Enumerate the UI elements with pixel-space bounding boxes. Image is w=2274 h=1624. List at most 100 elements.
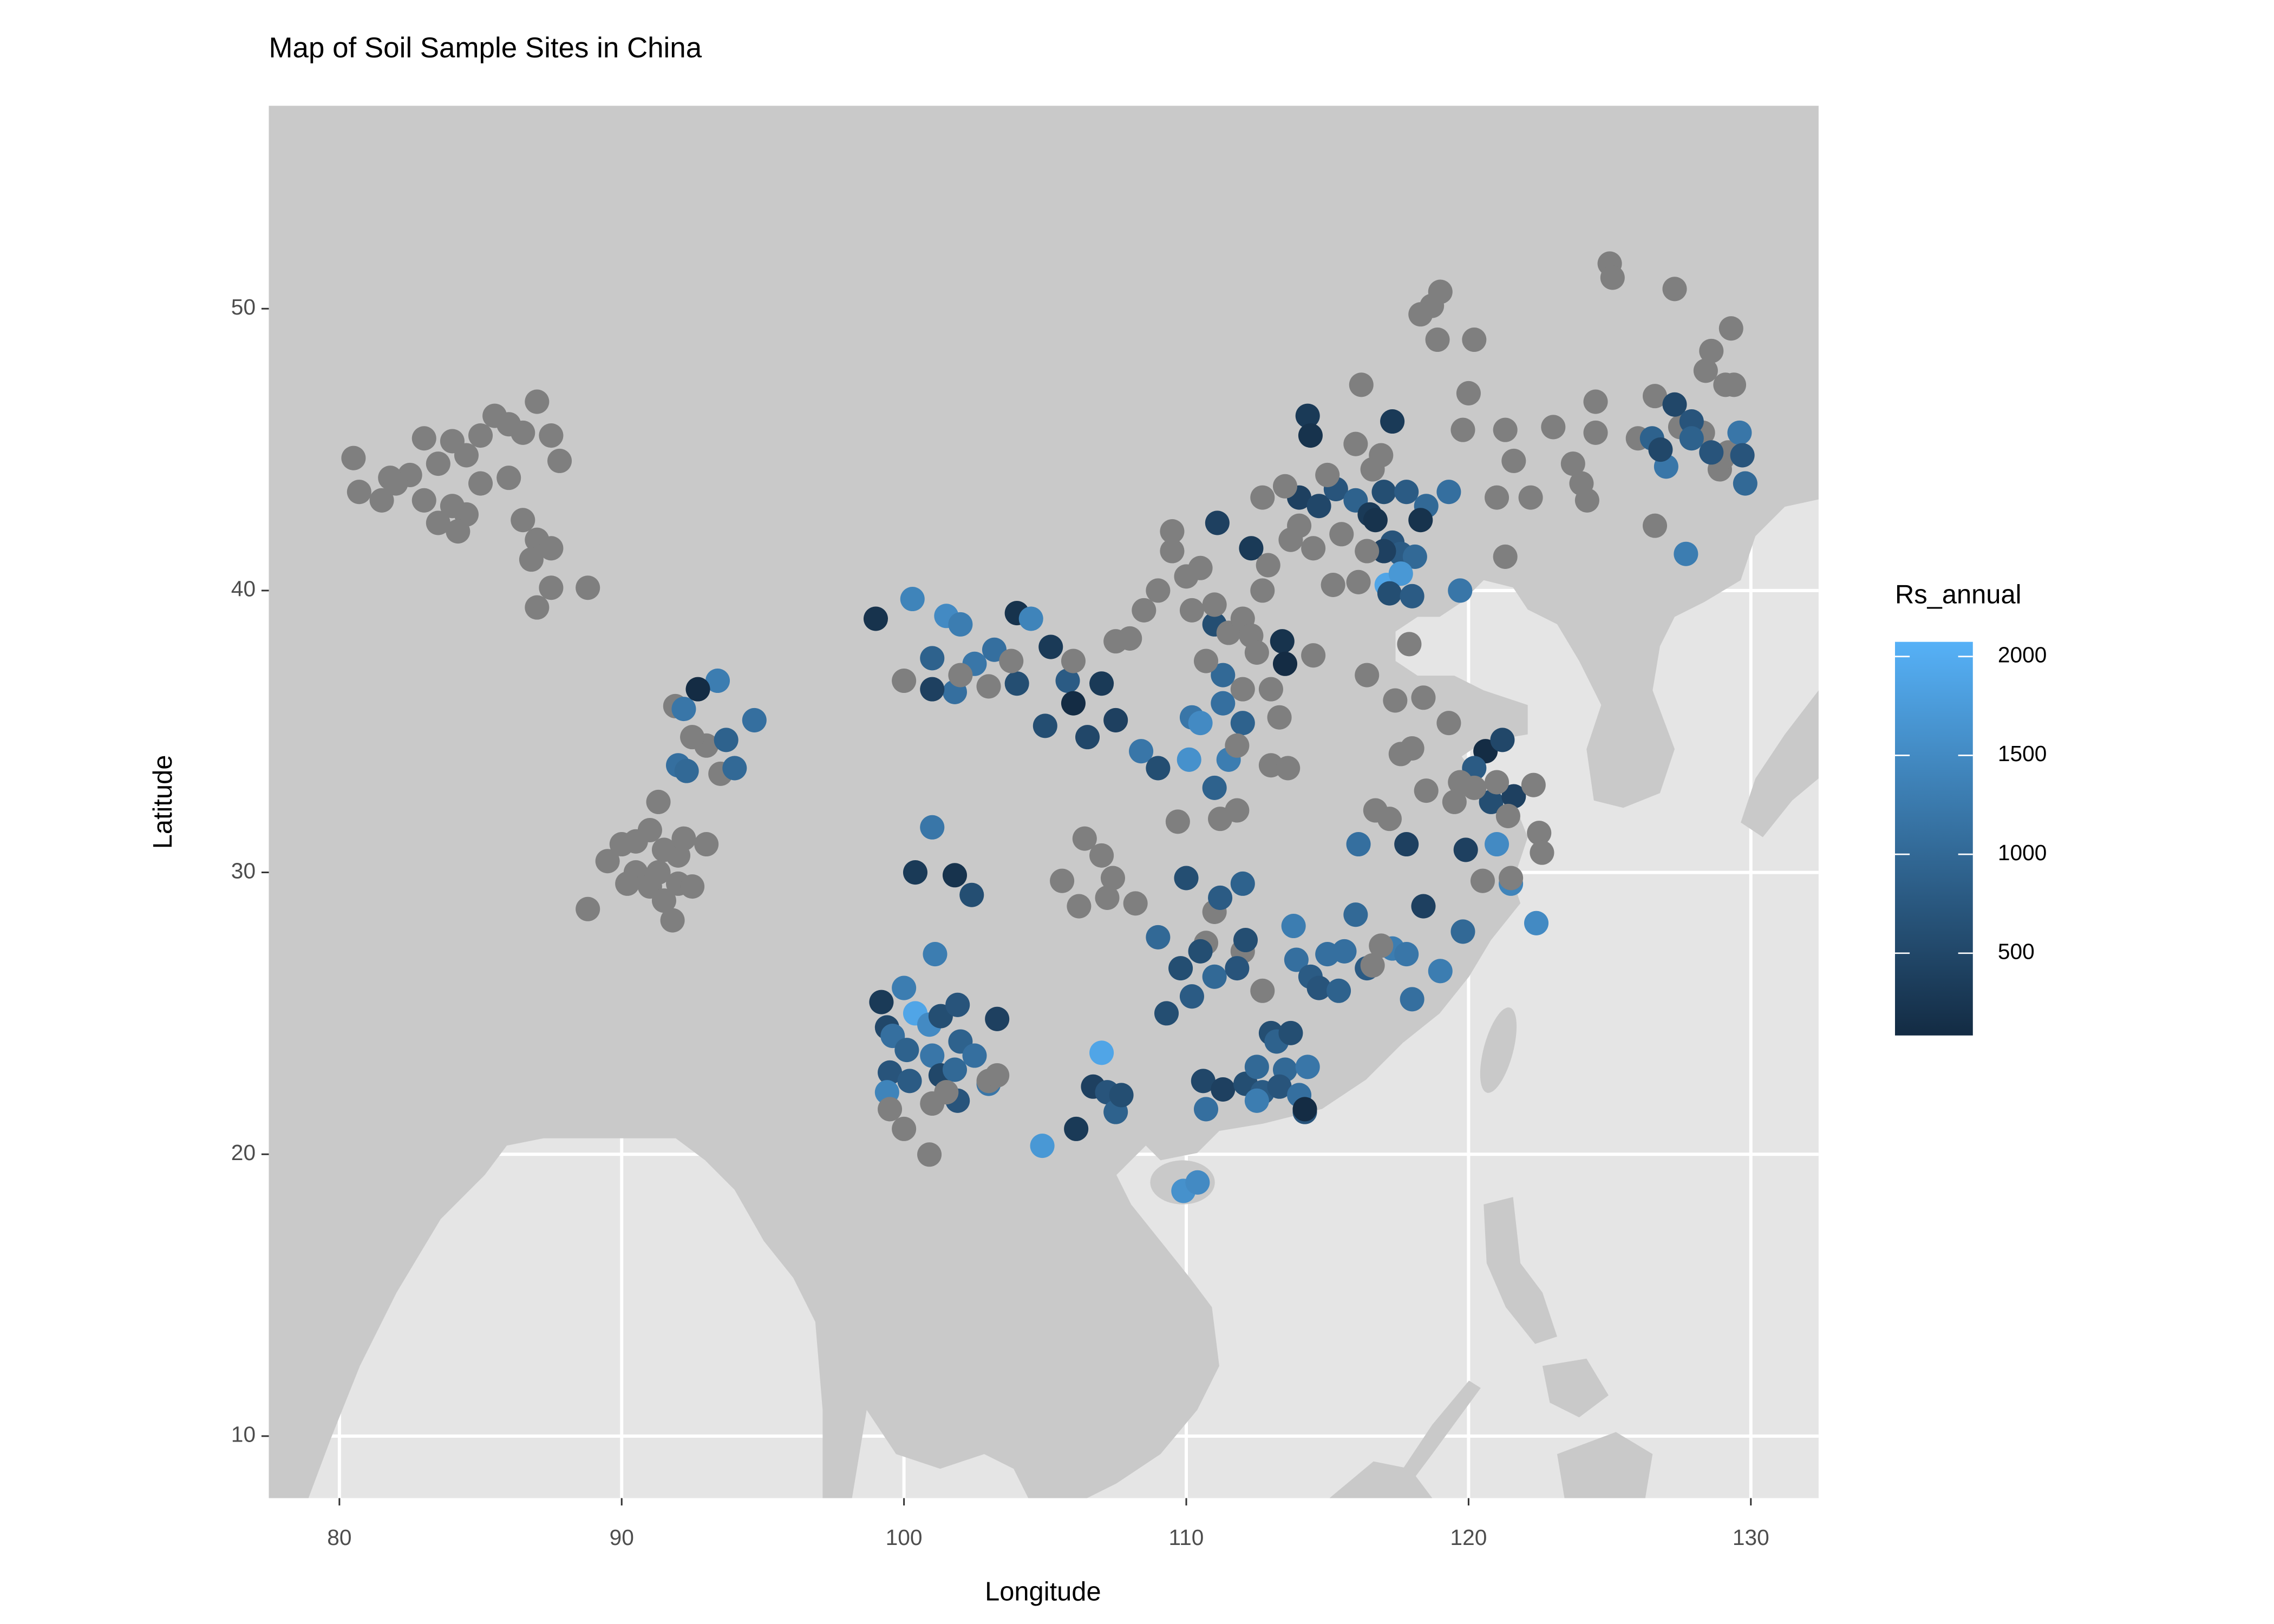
land-palawan [1403, 1380, 1481, 1484]
land-visayas [1542, 1358, 1609, 1418]
sample-site [446, 519, 471, 544]
sample-site [1383, 688, 1408, 713]
sample-site [1369, 443, 1394, 468]
sample-site [985, 1006, 1010, 1031]
sample-site [468, 423, 493, 448]
sample-site [1499, 866, 1524, 890]
sample-site [1258, 677, 1283, 702]
sample-site [920, 646, 945, 671]
sample-site [1470, 868, 1495, 893]
sample-site [511, 420, 535, 445]
sample-site [999, 649, 1024, 673]
sample-site [892, 669, 917, 693]
sample-site [468, 471, 493, 496]
sample-site [1436, 480, 1461, 505]
sample-site [1072, 826, 1097, 851]
sample-site [1270, 629, 1295, 654]
sample-site [1485, 485, 1510, 510]
sample-site [426, 451, 450, 476]
sample-site [1642, 384, 1668, 409]
sample-site [869, 990, 894, 1014]
sample-site [934, 1080, 959, 1105]
sample-site [705, 669, 730, 693]
sample-site [1306, 494, 1331, 519]
sample-site [1211, 691, 1236, 716]
sample-site [1501, 784, 1526, 809]
sample-site [1129, 739, 1154, 764]
sample-site [1055, 669, 1080, 693]
sample-site [1188, 555, 1213, 580]
sample-site [1327, 978, 1351, 1003]
sample-site [1448, 578, 1473, 603]
sample-site [1061, 691, 1086, 716]
sample-site [1699, 338, 1724, 363]
y-tick-label: 10 [231, 1422, 256, 1447]
sample-site [411, 426, 436, 451]
sample-site [892, 975, 917, 1000]
y-tick-label: 50 [231, 294, 256, 319]
sample-site [1462, 775, 1487, 800]
sample-site [496, 466, 521, 490]
sample-site [1064, 1116, 1089, 1141]
sample-site [1699, 440, 1724, 465]
sample-site [1377, 807, 1402, 831]
sample-site [1450, 919, 1475, 944]
sample-site [426, 510, 450, 535]
sample-site [525, 595, 550, 620]
sample-site [1583, 389, 1608, 414]
sample-site [1493, 417, 1518, 442]
sample-site [1730, 443, 1755, 468]
sample-site [1018, 606, 1043, 631]
sample-site [1428, 279, 1453, 304]
sample-site [1485, 770, 1510, 795]
sample-site [878, 1097, 903, 1122]
sample-site [1718, 316, 1743, 341]
x-axis-label: Longitude [985, 1577, 1101, 1607]
land-japan [1741, 690, 1819, 837]
sample-site [742, 708, 767, 732]
sample-site [1346, 831, 1371, 857]
sample-site [1501, 448, 1526, 473]
sample-site [440, 494, 465, 519]
sample-site [1346, 569, 1371, 594]
sample-site [1278, 527, 1303, 552]
sample-site [1495, 803, 1520, 828]
sample-site [722, 756, 747, 781]
sample-site [1662, 392, 1687, 417]
sample-site [671, 826, 696, 851]
sample-site [347, 480, 371, 505]
sample-site [1160, 539, 1185, 564]
sample-site [623, 829, 648, 854]
sample-site [547, 448, 572, 473]
sample-site [1250, 485, 1275, 510]
sample-site [1371, 480, 1396, 505]
sample-site [1380, 409, 1405, 434]
sample-site [942, 1057, 967, 1082]
sample-site [1256, 553, 1280, 578]
x-tick-label: 110 [1169, 1525, 1204, 1550]
sample-site [1693, 358, 1718, 383]
sample-site [1408, 508, 1433, 533]
sample-site [1185, 1170, 1210, 1195]
sample-site [369, 488, 394, 513]
sample-site [1160, 519, 1185, 544]
sample-site [962, 1043, 987, 1068]
sample-site [1493, 544, 1518, 569]
sample-site [1205, 510, 1230, 535]
sample-site [1250, 978, 1275, 1003]
sample-site [1050, 868, 1075, 893]
sample-site [1146, 756, 1171, 781]
sample-site [511, 508, 535, 533]
sample-site [1211, 663, 1236, 687]
sample-site [892, 1116, 917, 1141]
sample-site [1411, 894, 1436, 919]
sample-site [948, 663, 973, 687]
chart-title: Map of Soil Sample Sites in China [269, 32, 702, 64]
sample-site [646, 860, 671, 885]
sample-site [1278, 1020, 1303, 1045]
sample-site [1371, 539, 1396, 564]
x-tick-label: 130 [1733, 1525, 1769, 1550]
sample-site [1394, 831, 1419, 857]
sample-site [1674, 541, 1698, 566]
sample-site [1225, 956, 1250, 981]
